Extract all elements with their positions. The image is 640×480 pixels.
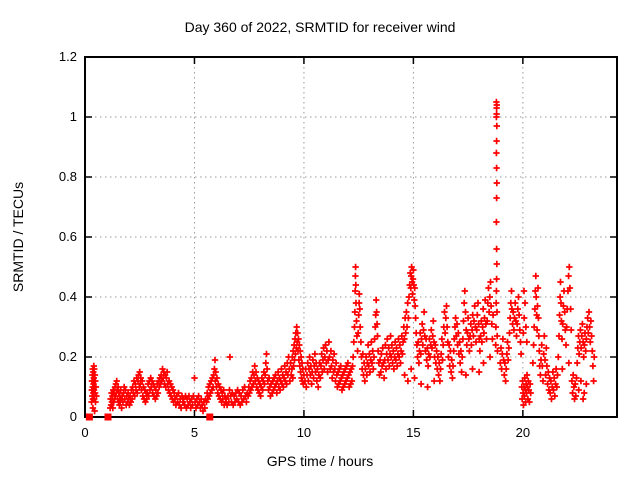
y-tick-label: 1.2 bbox=[58, 49, 77, 64]
marker-gap-markers bbox=[206, 413, 214, 421]
chart-title: Day 360 of 2022, SRMTID for receiver win… bbox=[184, 19, 456, 35]
x-tick-label: 15 bbox=[406, 425, 421, 440]
y-tick-label: 0.6 bbox=[58, 229, 77, 244]
scatter-points-srmtid bbox=[88, 98, 598, 415]
x-tick-label: 20 bbox=[515, 425, 531, 440]
x-axis-label: GPS time / hours bbox=[266, 453, 374, 469]
y-tick-label: 0.2 bbox=[58, 349, 77, 364]
y-tick-label: 0.4 bbox=[58, 289, 77, 304]
x-tick-label: 10 bbox=[296, 425, 312, 440]
x-tick-label: 0 bbox=[81, 425, 89, 440]
y-tick-label: 1 bbox=[69, 109, 77, 124]
y-tick-label: 0 bbox=[69, 409, 77, 424]
x-tick-label: 5 bbox=[190, 425, 199, 440]
y-tick-label: 0.8 bbox=[58, 169, 77, 184]
plot-border bbox=[84, 56, 618, 418]
marker-gap-markers bbox=[85, 413, 93, 421]
marker-gap-markers bbox=[104, 413, 112, 421]
